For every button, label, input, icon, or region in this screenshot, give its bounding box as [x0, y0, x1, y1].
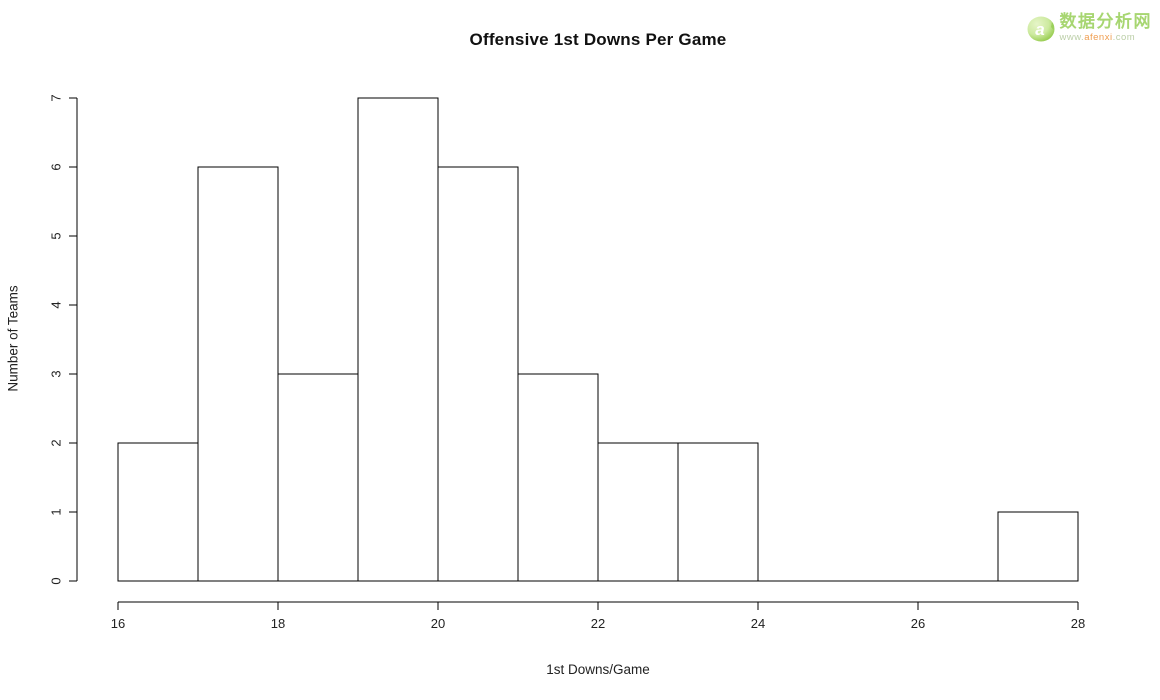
histogram-bar	[197, 166, 279, 582]
histogram-bar	[437, 166, 519, 582]
y-tick-label: 0	[48, 577, 63, 584]
histogram-bar	[517, 373, 599, 582]
x-tick-label: 24	[751, 616, 765, 631]
y-tick-label: 5	[48, 232, 63, 239]
histogram-bar	[117, 442, 199, 582]
watermark-url-suffix: .com	[1112, 32, 1136, 43]
logo-letter: a	[1035, 20, 1044, 39]
histogram-bar	[997, 511, 1079, 582]
histogram-bar	[277, 373, 359, 582]
histogram-bar	[597, 442, 679, 582]
chart-title: Offensive 1st Downs Per Game	[469, 30, 727, 49]
watermark-text: 数据分析网 www.afenxi.com	[1060, 13, 1153, 43]
y-tick-label: 7	[48, 94, 63, 101]
y-tick-label: 6	[48, 163, 63, 170]
x-tick-label: 28	[1071, 616, 1085, 631]
x-tick-label: 20	[431, 616, 445, 631]
watermark-site-name: 数据分析网	[1059, 12, 1152, 31]
watermark-url: www.afenxi.com	[1060, 33, 1153, 43]
y-tick-label: 4	[48, 301, 63, 308]
x-tick-label: 18	[271, 616, 285, 631]
x-tick-label: 16	[111, 616, 125, 631]
watermark-logo: a 数据分析网 www.afenxi.com	[1026, 13, 1153, 44]
x-axis-title: 1st Downs/Game	[546, 662, 650, 677]
x-tick-label: 22	[591, 616, 605, 631]
histogram-bar	[677, 442, 759, 582]
watermark-url-domain: afenxi	[1084, 32, 1113, 43]
watermark-url-prefix: www.	[1059, 32, 1085, 43]
y-tick-label: 3	[48, 370, 63, 377]
x-tick-label: 26	[911, 616, 925, 631]
y-tick-label: 1	[48, 508, 63, 515]
afenxi-logo-icon: a	[1027, 16, 1054, 42]
histogram-bar	[357, 97, 439, 582]
y-axis-title: Number of Teams	[5, 285, 21, 392]
y-tick-label: 2	[48, 439, 63, 446]
